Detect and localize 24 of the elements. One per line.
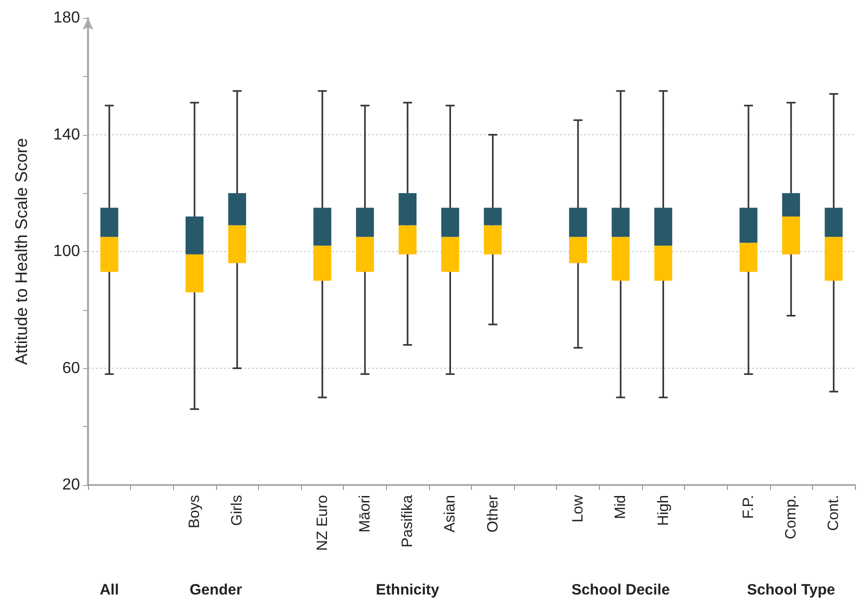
x-tick-label: Mid [612,495,630,520]
y-tick-label: 180 [53,10,80,26]
text: School Type [747,582,836,598]
y-tick-label: 60 [62,360,80,377]
x-tick-label: Girls [228,495,246,526]
x-tick-label: Asian [442,495,459,533]
text: Ethnicity [376,582,440,598]
y-tick-label: 140 [53,126,80,144]
x-tick-label: High [654,495,672,526]
x-tick-label: Comp. [782,495,800,540]
x-tick-label: Boys [186,495,204,528]
text: Gender [190,582,242,598]
y-axis-title: Attitude to Health Scale Score [12,138,31,365]
x-tick-label: NZ Euro [314,495,331,551]
x-tick-label: F.P. [740,495,757,519]
x-tick-label: Other [484,494,502,533]
x-tick-label: Low [570,494,587,523]
x-tick-label: Cont. [825,495,842,531]
text: School Decile [571,582,670,598]
text: All [100,582,119,598]
y-tick-label: 20 [62,476,80,494]
y-tick-label: 100 [53,243,80,260]
x-tick-label: Pasifika [399,494,416,548]
x-tick-label: Māori [356,495,374,533]
